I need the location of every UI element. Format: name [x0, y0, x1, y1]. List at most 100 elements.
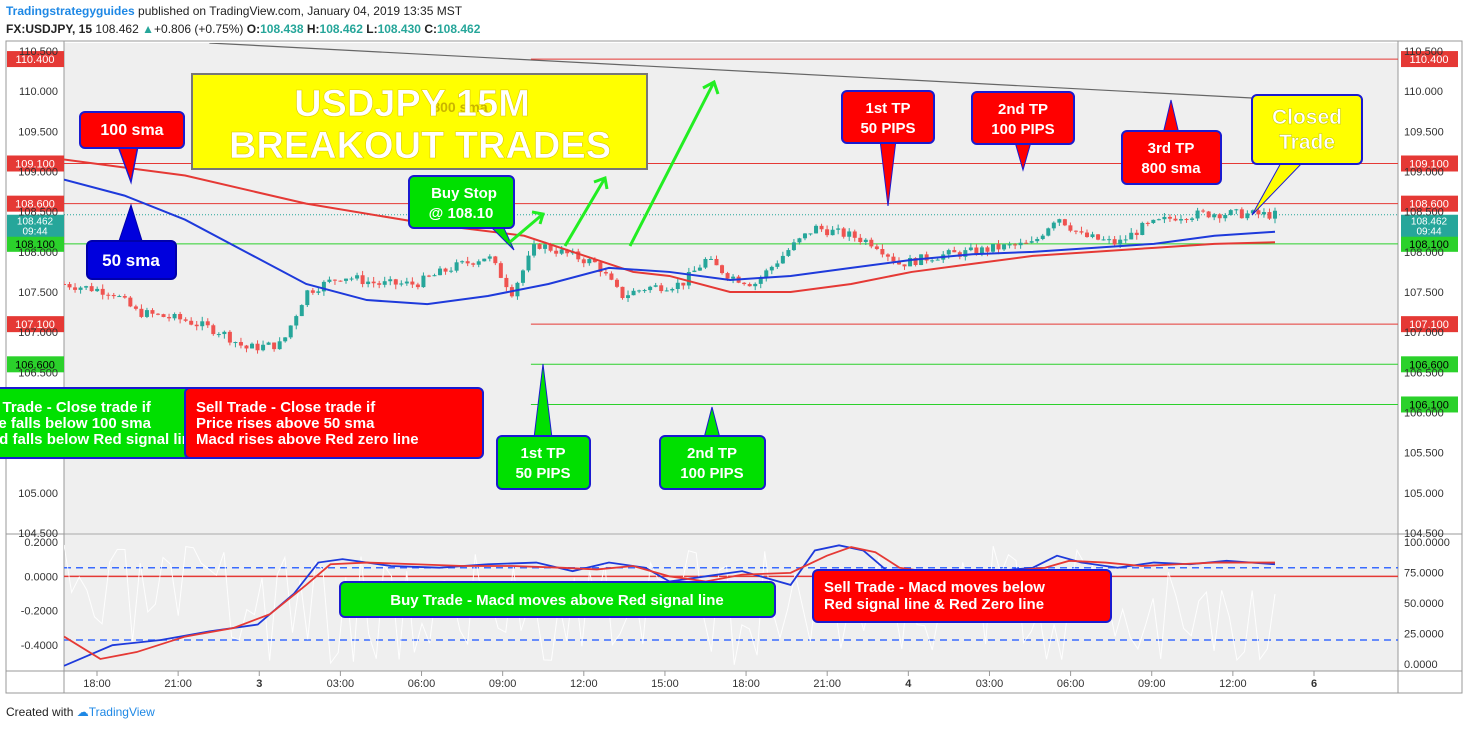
level-tag	[7, 235, 64, 252]
candle-body	[487, 256, 492, 259]
candle-body	[1223, 214, 1228, 219]
current-time-label: 09:44	[22, 227, 47, 238]
sma800-trend-line	[209, 43, 1276, 100]
candle-body	[681, 282, 686, 286]
candle-body	[222, 331, 227, 335]
candle-body	[449, 270, 454, 272]
candle-body	[979, 247, 984, 255]
price-tick-label: 109.500	[18, 126, 58, 138]
candle-body	[825, 229, 830, 236]
close-label: C:	[424, 22, 437, 36]
candle-body	[974, 247, 979, 255]
candle-body	[631, 290, 636, 296]
macd-tick-label: -0.4000	[21, 640, 58, 652]
level-tag-label: 107.100	[1409, 319, 1449, 331]
candle-body	[161, 314, 166, 318]
candle-body	[277, 341, 282, 350]
candle-body	[211, 325, 216, 335]
candle-body	[393, 279, 398, 285]
svg-text:2nd TP: 2nd TP	[998, 101, 1048, 118]
price-tick-label: 109.000	[1404, 167, 1444, 179]
candle-body	[1057, 219, 1062, 223]
level-tag-label: 106.600	[15, 359, 55, 371]
candle-body	[968, 247, 973, 251]
candle-body	[532, 244, 537, 256]
candle-body	[598, 262, 603, 273]
candle-body	[930, 260, 935, 262]
candle-body	[708, 258, 713, 260]
svg-text:Buy Stop: Buy Stop	[431, 185, 497, 202]
candle-body	[836, 228, 841, 230]
level-tag	[1401, 51, 1458, 68]
candle-body	[139, 308, 144, 317]
macd-tick-label: 0.0000	[24, 571, 58, 583]
candle-body	[1073, 230, 1078, 232]
candle-body	[1140, 222, 1145, 235]
candle-body	[294, 316, 299, 326]
price-axis: 110.500 110.500 110.000 110.000 109.500 109.5…	[18, 46, 1444, 540]
candle-body	[946, 250, 951, 255]
macd-sell-rule-box: Sell Trade - Macd moves below Red signal…	[812, 569, 1112, 623]
publish-date: published on TradingView.com, January 04…	[138, 4, 463, 18]
candle-body	[1178, 219, 1183, 221]
candle-body	[194, 324, 199, 327]
price-tick-label: 107.000	[18, 327, 58, 339]
candle-body	[476, 261, 481, 265]
title-box: 800 sma USDJPY 15M BREAKOUT TRADES	[191, 73, 648, 170]
price-tick-label: 110.500	[1404, 46, 1443, 58]
level-tag-label: 106.100	[1409, 399, 1449, 411]
price-tick-label: 104.500	[1404, 528, 1444, 540]
candle-body	[78, 287, 83, 290]
candle-body	[985, 247, 990, 252]
candle-body	[454, 262, 459, 271]
current-price-tag	[7, 214, 64, 237]
price-tick-label: 110.500	[19, 46, 58, 58]
candle-body	[1273, 210, 1277, 219]
candle-body	[697, 267, 702, 271]
trend-800sma-layer	[209, 43, 1276, 100]
low-label: L:	[366, 22, 378, 36]
candle-body	[404, 281, 409, 284]
current-time-label: 09:44	[1416, 227, 1441, 238]
candle-body	[559, 249, 564, 254]
footer: Created with ☁TradingView	[6, 705, 155, 719]
candle-body	[1261, 212, 1266, 215]
level-tag	[7, 51, 64, 68]
candle-body	[609, 273, 614, 280]
candle-body	[990, 244, 995, 252]
candle-body	[1024, 242, 1029, 244]
candle-body	[791, 242, 796, 251]
tradingview-brand[interactable]: TradingView	[88, 705, 155, 719]
level-tag-label: 108.100	[1409, 239, 1449, 251]
svg-text:Sell Trade - Close trade if: Sell Trade - Close trade if	[196, 399, 376, 416]
open-label: O:	[246, 22, 261, 36]
candle-body	[493, 256, 498, 264]
candle-body	[637, 290, 642, 292]
time-tick-label: 03:00	[327, 678, 355, 690]
candle-body	[1201, 210, 1206, 212]
time-tick-label: 18:00	[83, 678, 111, 690]
publisher-name[interactable]: Tradingstrategyguides	[6, 4, 135, 18]
candle-body	[924, 254, 929, 261]
candle-body	[327, 279, 332, 282]
sma50-line	[64, 178, 1276, 306]
stoch-tick-label: 25.0000	[1404, 629, 1444, 641]
candle-body	[526, 255, 531, 271]
candle-body	[377, 283, 382, 285]
candle-body	[482, 258, 487, 262]
candle-body	[73, 287, 78, 290]
price-tick-label: 106.500	[1404, 367, 1444, 379]
candle-body	[880, 249, 885, 255]
tradingview-logo[interactable]: ☁TradingView	[76, 705, 155, 719]
candle-body	[1035, 238, 1040, 242]
candles-layer	[64, 207, 1277, 354]
svg-text:Trade: Trade	[1279, 131, 1335, 154]
candle-body	[548, 244, 553, 251]
svg-text:50 PIPS: 50 PIPS	[515, 465, 570, 482]
candle-body	[670, 288, 675, 291]
candle-body	[366, 281, 371, 285]
candle-body	[830, 229, 835, 236]
candle-body	[1151, 219, 1156, 223]
candle-body	[554, 250, 559, 254]
